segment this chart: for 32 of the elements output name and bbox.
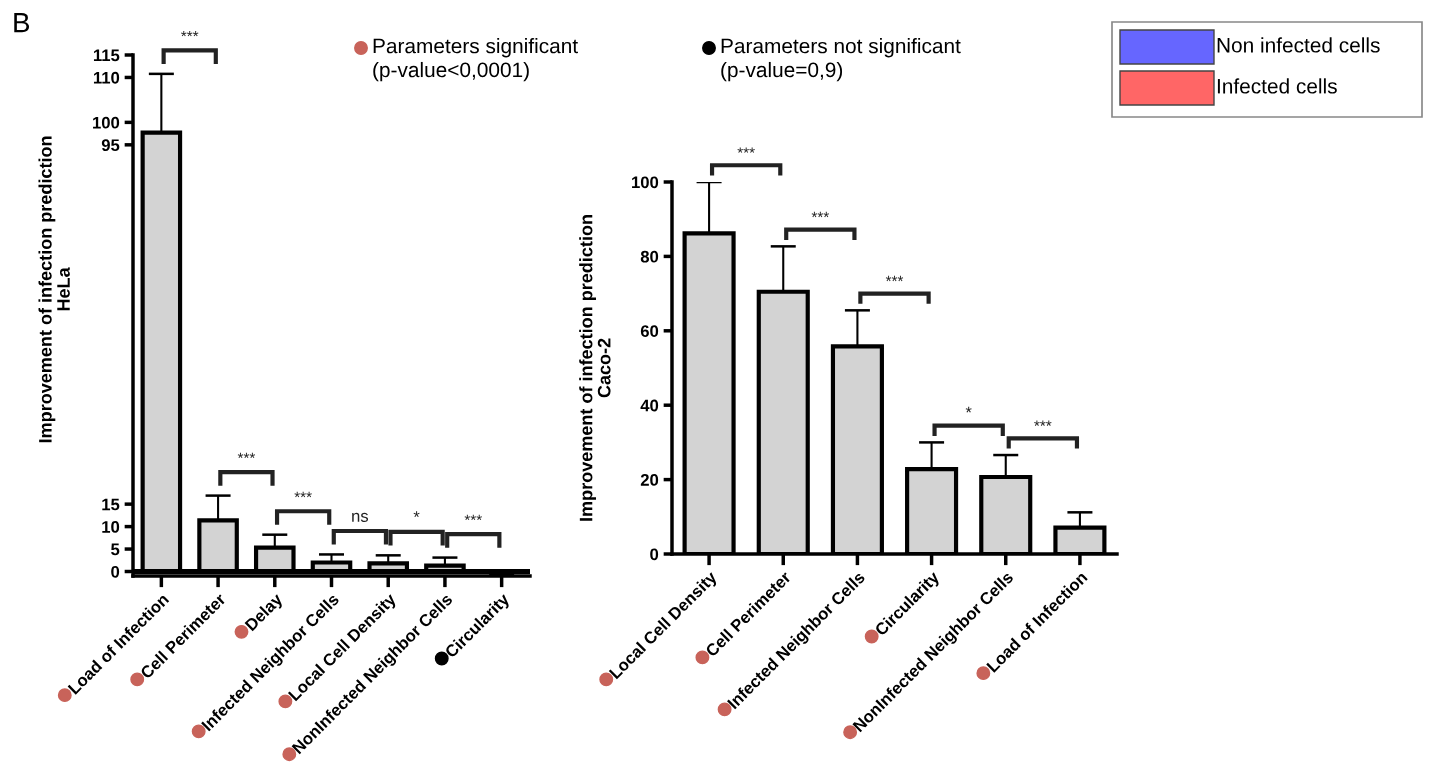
y-tick-label: 110	[93, 71, 120, 84]
y-tick-label: 60	[640, 325, 659, 337]
y-tick-label: 0	[111, 565, 120, 578]
text: Parameters not significant (p-value=0,9)	[721, 38, 961, 82]
text: Infected cells	[1217, 78, 1337, 94]
y-tick-label: 10	[102, 521, 120, 533]
y-tick-label: 80	[640, 250, 659, 263]
annotation: *	[413, 511, 420, 518]
y-tick-label: 100	[93, 116, 120, 129]
y-tick-label: 5	[111, 543, 120, 556]
annotation: ***	[811, 211, 830, 218]
annotation: ***	[885, 275, 904, 282]
y-tick-label: 95	[101, 139, 120, 152]
annotation: ***	[237, 452, 256, 459]
annotation: Parameters significant (p-value<0,0001)	[373, 38, 578, 82]
text: ***	[181, 31, 199, 37]
annotation: ***	[1034, 420, 1052, 426]
y-tick-label: 100	[632, 176, 659, 189]
annotation: ns	[352, 512, 369, 522]
text: ***	[737, 147, 755, 153]
y-axis-title: Improvement of infection prediction HeLa	[38, 136, 70, 443]
annotation: *	[965, 406, 972, 413]
y-tick-label: 0	[650, 548, 659, 561]
y-tick-label: 15	[102, 498, 120, 511]
text: B	[14, 13, 30, 33]
y-tick-label: 115	[93, 49, 120, 62]
annotation: ***	[294, 491, 312, 498]
y-tick-label: 20	[640, 474, 659, 486]
y-tick-label: 40	[640, 399, 659, 412]
annotation: ***	[464, 514, 482, 521]
y-axis-title: Improvement of infection prediction Caco-2	[579, 215, 611, 521]
text: Non infected cells	[1217, 37, 1380, 53]
